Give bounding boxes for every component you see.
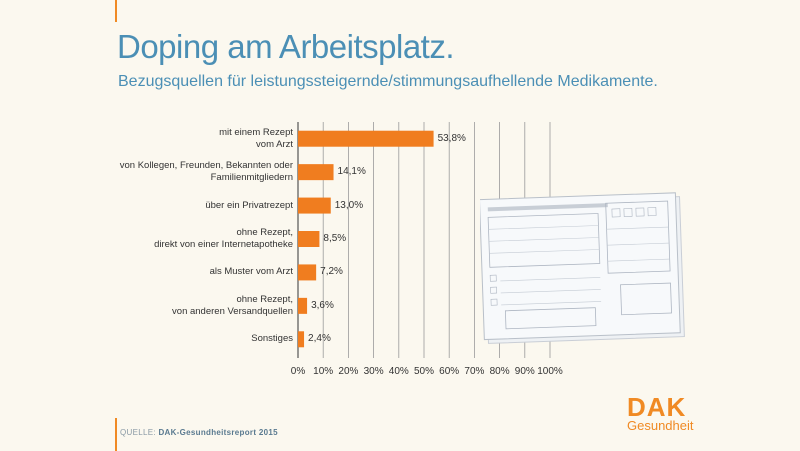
bar — [298, 231, 320, 247]
source-label: QUELLE: — [120, 428, 156, 437]
logo-main: DAK — [627, 392, 687, 422]
category-label: mit einem Rezept vom Arzt — [219, 126, 293, 150]
bar — [298, 130, 434, 147]
accent-line-top — [115, 0, 117, 22]
x-tick-label: 100% — [537, 366, 563, 377]
bar-value-label: 14,1% — [337, 166, 366, 178]
x-tick-label: 20% — [338, 366, 359, 377]
bar — [298, 331, 305, 348]
x-tick-label: 50% — [413, 366, 435, 377]
category-label: ohne Rezept, direkt von einer Internetapo… — [154, 227, 293, 250]
bars — [298, 130, 434, 348]
category-label: über ein Privatrezept — [205, 199, 293, 211]
bar-value-label: 53,8% — [437, 132, 466, 144]
category-label: Sonstiges — [251, 333, 293, 345]
source-note: QUELLE: DAK-Gesundheitsreport 2015 — [120, 428, 278, 437]
bar — [298, 197, 331, 214]
source-text: DAK-Gesundheitsreport 2015 — [158, 428, 278, 437]
x-tick-label: 80% — [489, 366, 510, 377]
bar — [298, 164, 334, 181]
bar — [298, 264, 317, 281]
bar-value-label: 13,0% — [334, 199, 364, 211]
accent-line-bottom — [115, 418, 117, 451]
page-subtitle: Bezugsquellen für leistungssteigernde/st… — [118, 73, 658, 90]
bar — [298, 297, 308, 314]
x-tick-label: 60% — [439, 366, 460, 377]
bar-value-label: 8,5% — [323, 233, 347, 244]
page-title: Doping am Arbeitsplatz. — [117, 28, 455, 65]
x-tick-label: 10% — [313, 366, 334, 377]
dak-logo: DAK Gesundheit — [627, 392, 707, 433]
x-tick-label: 40% — [388, 366, 409, 377]
bar-value-label: 3,6% — [311, 299, 334, 311]
logo-sub: Gesundheit — [627, 418, 694, 433]
x-tick-label: 0% — [290, 366, 306, 377]
x-tick-label: 90% — [514, 366, 535, 377]
category-label: von Kollegen, Freunden, Bekannten oder Fa… — [119, 160, 293, 184]
x-tick-label: 70% — [464, 366, 485, 377]
category-label: als Muster vom Arzt — [209, 266, 293, 278]
x-tick-label: 30% — [363, 366, 384, 377]
bar-value-label: 7,2% — [320, 266, 343, 278]
category-label: ohne Rezept, von anderen Versandquellen — [172, 293, 293, 317]
prescription-form-image — [480, 192, 685, 344]
bar-value-label: 2,4% — [308, 333, 331, 345]
